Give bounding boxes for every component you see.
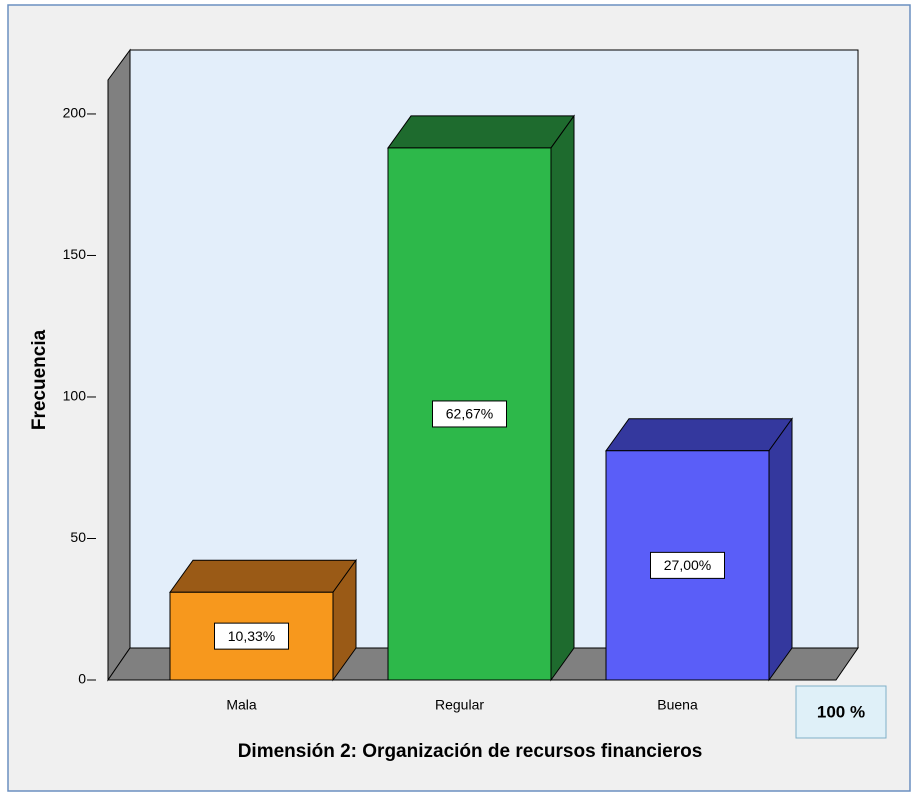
total-label: 100 %: [817, 702, 865, 721]
bar-side: [550, 114, 575, 682]
x-tick-label: Regular: [435, 697, 484, 713]
bar: [169, 558, 357, 682]
bar-top: [387, 115, 575, 149]
x-tick-label: Buena: [657, 697, 698, 713]
data-label: 27,00%: [664, 557, 711, 573]
bar-top: [605, 418, 793, 452]
bar-side: [768, 417, 793, 682]
data-label-box: [214, 622, 289, 650]
bar: [387, 114, 575, 682]
y-tick-label: 150: [63, 246, 87, 262]
x-axis-label: Dimensión 2: Organización de recursos fi…: [238, 741, 703, 762]
y-axis-label: Frecuencia: [29, 329, 50, 430]
y-tick-label: 200: [63, 105, 87, 121]
data-label: 62,67%: [446, 406, 493, 422]
x-tick-label: Mala: [226, 697, 257, 713]
side-wall: [107, 48, 131, 682]
data-label-box: [432, 400, 507, 428]
y-tick-label: 0: [78, 671, 86, 687]
y-tick-label: 50: [70, 529, 86, 545]
bar-top: [169, 559, 357, 593]
data-label-box: [650, 551, 725, 579]
total-box: [795, 685, 887, 739]
bar: [605, 417, 793, 682]
y-tick-label: 100: [63, 388, 87, 404]
data-label: 10,33%: [228, 628, 275, 644]
